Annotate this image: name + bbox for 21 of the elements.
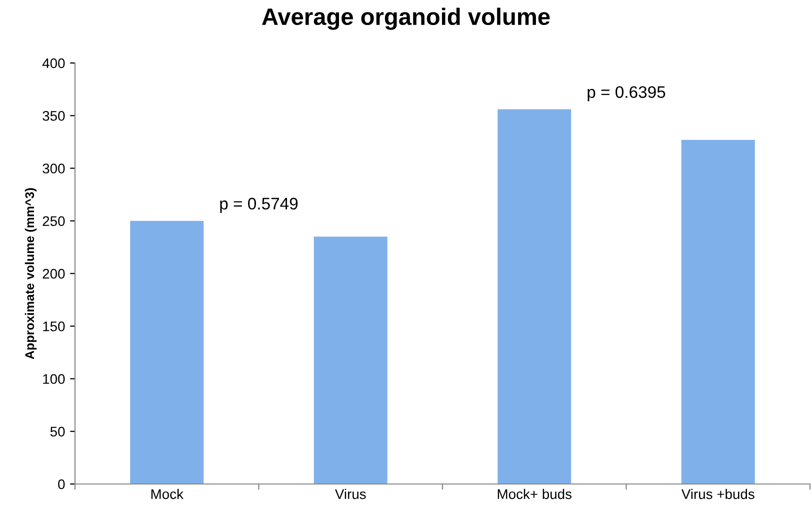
x-tick-label: Mock bbox=[151, 488, 184, 500]
bar bbox=[314, 236, 388, 484]
annotation: p = 0.5749 bbox=[220, 198, 298, 213]
y-tick-label: 250 bbox=[42, 216, 65, 226]
x-tick-label: Mock+ buds bbox=[498, 488, 572, 500]
annotation: p = 0.6395 bbox=[588, 86, 666, 102]
y-tick-label: 50 bbox=[50, 426, 65, 437]
y-tick-label: 200 bbox=[42, 268, 65, 279]
bar bbox=[498, 109, 572, 484]
y-axis-title: Approximate volume (mm^3) bbox=[24, 188, 37, 360]
bar bbox=[130, 220, 204, 484]
y-tick-label: 300 bbox=[42, 164, 65, 174]
x-tick-label: Virus bbox=[334, 488, 366, 500]
y-tick-label: 100 bbox=[43, 374, 65, 384]
y-tick-label: 350 bbox=[42, 110, 65, 121]
bar bbox=[681, 140, 755, 484]
y-tick-label: 150 bbox=[43, 321, 65, 332]
y-tick-label: 400 bbox=[42, 58, 65, 68]
x-tick-label: Virus +buds bbox=[681, 488, 754, 500]
chart-title: Average organoid volume bbox=[262, 8, 550, 30]
y-tick-label: 0 bbox=[58, 479, 65, 490]
